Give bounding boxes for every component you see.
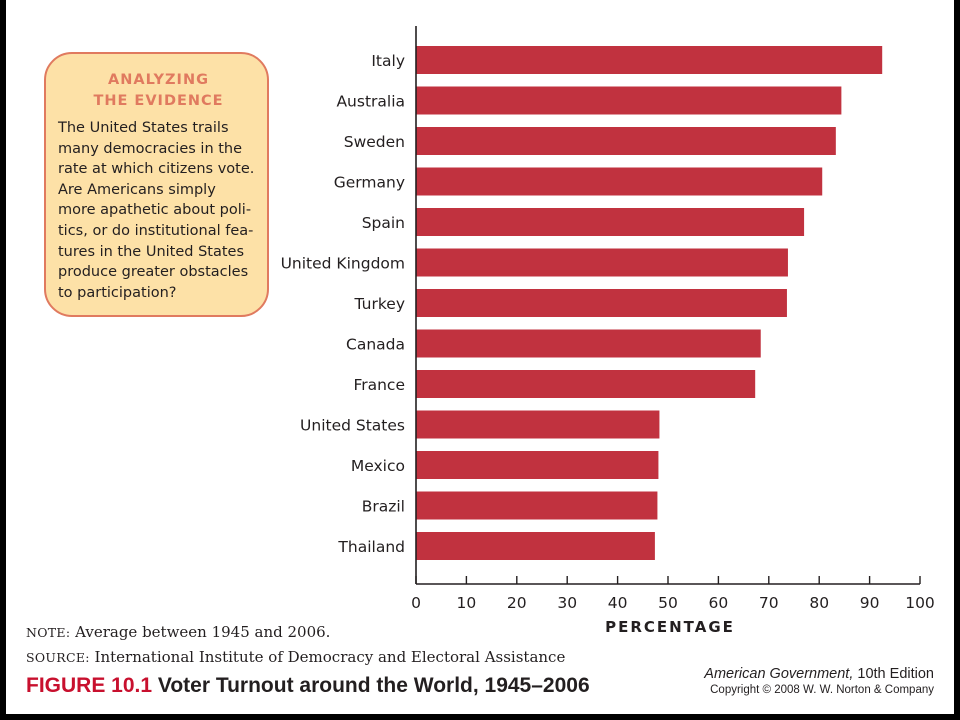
x-tick-label-70: 70: [759, 594, 779, 612]
category-label-germany: Germany: [334, 174, 405, 192]
bar-italy: [416, 46, 883, 74]
bars-group: [416, 46, 883, 560]
bar-sweden: [416, 127, 836, 155]
bar-australia: [416, 86, 842, 115]
x-tick-label-30: 30: [557, 594, 577, 612]
source-line: SOURCE: International Institute of Democ…: [26, 648, 565, 666]
category-label-thailand: Thailand: [337, 538, 405, 556]
figure-title: FIGURE 10.1 Voter Turnout around the Wor…: [26, 674, 590, 698]
note-text: Average between 1945 and 2006.: [70, 623, 331, 641]
category-label-turkey: Turkey: [354, 295, 405, 313]
category-label-united-states: United States: [300, 417, 405, 435]
category-label-mexico: Mexico: [351, 457, 405, 475]
callout-body: The United States trails many democracie…: [58, 120, 255, 301]
x-tick-label-10: 10: [457, 594, 477, 612]
callout-title: ANALYZING THE EVIDENCE: [93, 72, 224, 109]
category-label-united-kingdom: United Kingdom: [281, 255, 405, 273]
category-label-sweden: Sweden: [344, 133, 405, 151]
source-text: International Institute of Democracy and…: [89, 648, 566, 666]
category-labels-group: Italy Australia Sweden Germany Spain United K…: [281, 52, 405, 556]
bar-spain: [416, 208, 805, 236]
x-tick-label-60: 60: [709, 594, 729, 612]
x-tick-label-20: 20: [507, 594, 527, 612]
bar-mexico: [416, 451, 659, 479]
x-tick-label-50: 50: [658, 594, 678, 612]
book-title-name: American Government,: [704, 666, 854, 682]
category-label-spain: Spain: [362, 214, 405, 232]
bar-canada: [416, 329, 761, 358]
category-label-canada: Canada: [346, 336, 405, 354]
bar-thailand: [416, 532, 655, 560]
analyzing-evidence-callout: ANALYZING THE EVIDENCE The United States…: [44, 52, 269, 317]
bar-france: [416, 370, 756, 398]
note-line: NOTE: Average between 1945 and 2006.: [26, 623, 330, 641]
book-title: American Government, 10th Edition: [704, 666, 934, 682]
figure-title-text: Voter Turnout around the World, 1945–200…: [152, 674, 590, 697]
x-tick-label-0: 0: [411, 594, 421, 612]
category-label-france: France: [353, 376, 405, 394]
x-tick-label-90: 90: [860, 594, 880, 612]
source-label: SOURCE:: [26, 650, 90, 665]
book-edition: 10th Edition: [853, 666, 934, 682]
bar-turkey: [416, 289, 787, 317]
bar-united-states: [416, 410, 660, 439]
category-label-brazil: Brazil: [362, 498, 405, 516]
bar-united-kingdom: [416, 248, 788, 277]
category-label-italy: Italy: [371, 52, 405, 70]
x-axis-label: PERCENTAGE: [605, 618, 735, 636]
copyright: Copyright © 2008 W. W. Norton & Company: [710, 684, 934, 696]
bar-brazil: [416, 491, 658, 520]
x-tick-label-40: 40: [608, 594, 628, 612]
x-tick-label-80: 80: [809, 594, 829, 612]
category-label-australia: Australia: [336, 93, 405, 111]
bar-germany: [416, 167, 823, 196]
figure-number: FIGURE 10.1: [26, 674, 153, 697]
x-tick-label-100: 100: [905, 594, 935, 612]
axes-group: 0 10 20 30 40 50 60 70 80 90 100: [411, 26, 935, 612]
note-label: NOTE:: [26, 625, 71, 640]
